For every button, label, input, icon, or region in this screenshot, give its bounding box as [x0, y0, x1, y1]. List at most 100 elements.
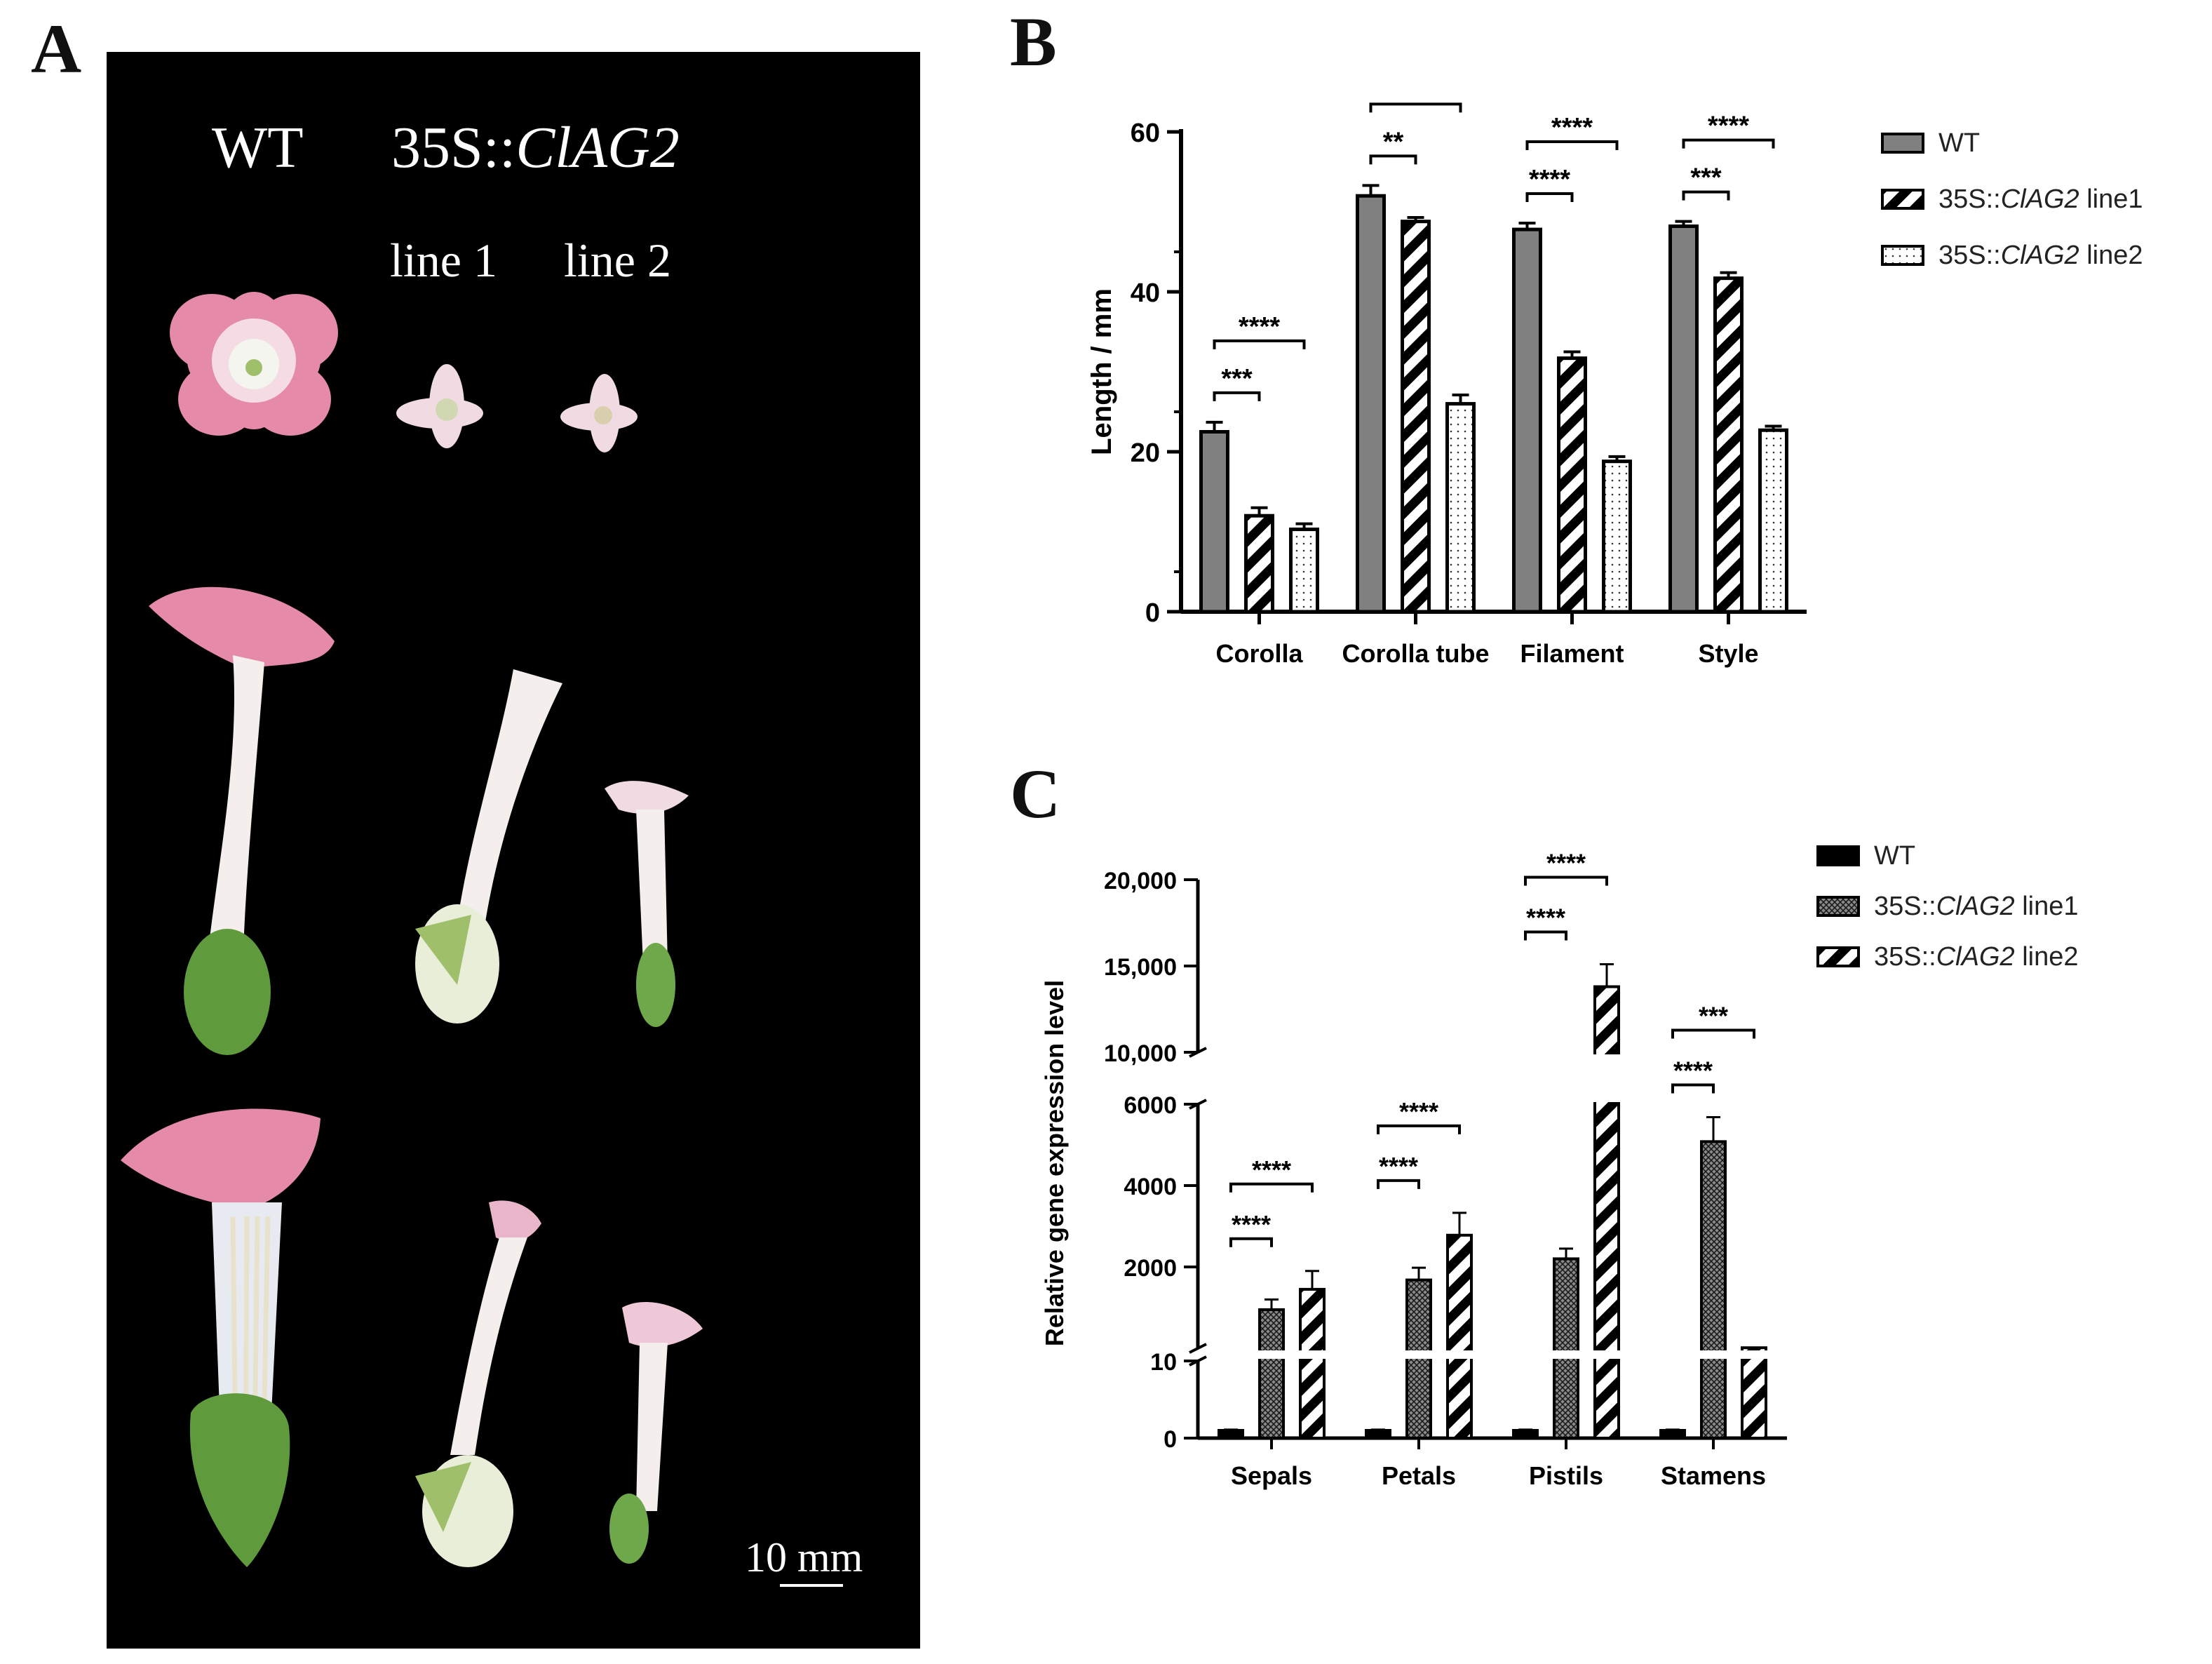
legend-swatch-35s-clag2-line1: [1816, 896, 1860, 917]
legend-label-35s-clag2-line1: 35S::ClAG2 line1: [1938, 184, 2143, 214]
significance-label: ****: [1232, 1210, 1271, 1239]
wt-flower-top-view: [170, 292, 338, 436]
significance-label: ****: [1399, 1097, 1438, 1126]
legend-swatch-35s-clag2-line1: [1881, 189, 1924, 210]
legend-label-wt: WT: [1938, 128, 1980, 158]
x-tick-label-corolla-tube: Corolla tube: [1342, 639, 1489, 668]
significance-bracket: [1377, 1179, 1420, 1189]
scale-bar-label: 10 mm: [745, 1534, 863, 1581]
bar-break-gap: [1551, 1350, 1581, 1359]
significance-bracket: [1213, 339, 1306, 349]
legend-swatch-wt: [1881, 133, 1924, 154]
significance-bracket: [1524, 875, 1608, 886]
y-tick-label: 0: [1145, 598, 1160, 628]
x-tick-label-pistils: Pistils: [1529, 1461, 1603, 1490]
x-tick-label-petals: Petals: [1382, 1461, 1456, 1490]
y-tick-label: 6000: [1124, 1092, 1177, 1119]
significance-bracket: [1377, 1124, 1461, 1134]
bar-wt-pistils: [1512, 1429, 1539, 1440]
legend-label-prefix: 35S::: [1874, 892, 1936, 921]
wt-flower-side-view: [149, 586, 335, 1055]
wt-flower-dissected-view: [121, 1108, 321, 1567]
y-axis-title: Length / mm: [1086, 288, 1117, 455]
y-tick-label: 0: [1164, 1426, 1177, 1453]
line2-flower-side-view: [605, 781, 689, 1027]
bar-35s-clag2-line2-filament: [1602, 459, 1632, 614]
panel-b-label: B: [1010, 3, 1057, 81]
bar-35s-clag2-line2-style: [1758, 428, 1788, 614]
significance-bracket: [1671, 1083, 1715, 1094]
significance-label: ****: [1546, 849, 1586, 878]
significance-bracket: [1525, 192, 1574, 202]
y-tick-label: 20,000: [1104, 868, 1177, 894]
y-tick-label: 15,000: [1104, 954, 1177, 981]
bar-35s-clag2-line1-corolla-tube: [1401, 220, 1431, 614]
bar-35s-clag2-line1-filament: [1557, 356, 1587, 614]
legend-label-prefix: 35S::: [1938, 184, 2001, 214]
significance-label: ***: [1221, 364, 1253, 394]
line1-flower-dissected-view: [415, 1200, 541, 1567]
line2-label: line 2: [564, 234, 671, 287]
y-tick-label: 60: [1131, 119, 1160, 148]
y-tick-label: 10: [1150, 1349, 1177, 1376]
significance-label: ****: [1395, 98, 1436, 105]
flower-photo-panel: WT 35S::ClAG2 line 1 line 2: [107, 52, 920, 1649]
legend-label-suffix: line1: [2015, 892, 2079, 921]
bar-wt-style: [1668, 224, 1699, 614]
bar-35s-clag2-line1-sepals: [1258, 1308, 1285, 1440]
bar-35s-clag2-line2-stamens: [1741, 1346, 1767, 1440]
organ-length-chart: 0 20 40 60 Length / mm Corolla Corolla tube Fil…: [1086, 98, 2143, 668]
significance-label: ****: [1379, 1152, 1418, 1181]
significance-label: ****: [1551, 113, 1593, 142]
y-tick-label: 20: [1131, 438, 1160, 468]
significance-bracket: [1671, 1028, 1755, 1039]
legend-label-35s-clag2-line2: 35S::ClAG2 line2: [1938, 241, 2143, 270]
legend-label-gene: ClAG2: [2001, 241, 2079, 270]
significance-label: **: [1383, 127, 1404, 156]
bar-wt-corolla: [1199, 430, 1229, 614]
significance-label: ****: [1252, 1155, 1291, 1184]
line2-flower-dissected-view: [609, 1301, 703, 1564]
bar-break-gap: [1404, 1350, 1434, 1359]
legend-label-suffix: line2: [2015, 942, 2079, 972]
bar-wt-stamens: [1659, 1429, 1686, 1440]
y-tick-label: 2000: [1124, 1255, 1177, 1282]
axis-break-mark: [1189, 1343, 1207, 1354]
y-tick-label: 10,000: [1104, 1040, 1177, 1067]
x-tick-label-style: Style: [1698, 639, 1758, 668]
bar-35s-clag2-line2-corolla-tube: [1445, 402, 1476, 614]
bar-35s-clag2-line1-stamens: [1700, 1140, 1727, 1440]
legend-label-gene: ClAG2: [1936, 942, 2015, 972]
line2-flower-top-view: [560, 374, 638, 452]
bar-35s-clag2-line2-sepals: [1299, 1287, 1326, 1440]
panel-a-label: A: [31, 10, 82, 88]
bar-35s-clag2-line2-corolla: [1289, 528, 1319, 614]
legend-label-prefix: 35S::: [1938, 241, 2001, 270]
panel-c-label: C: [1010, 755, 1061, 833]
significance-bracket: [1369, 154, 1417, 165]
y-axis-title: Relative gene expression level: [1040, 980, 1069, 1346]
significance-label: ****: [1529, 165, 1570, 194]
legend-label-35s-clag2-line2: 35S::ClAG2 line2: [1874, 942, 2079, 972]
bar-break-gap: [1592, 1350, 1621, 1359]
significance-bracket: [1229, 1237, 1273, 1247]
bar-wt-sepals: [1218, 1429, 1244, 1440]
significance-label: ***: [1690, 163, 1722, 193]
bar-35s-clag2-line1-corolla: [1244, 514, 1274, 614]
significance-label: ****: [1239, 312, 1280, 342]
bar-35s-clag2-line1-style: [1713, 276, 1744, 614]
significance-bracket: [1682, 138, 1775, 149]
legend-label-suffix: line2: [2079, 241, 2143, 270]
bar-35s-clag2-line1-pistils: [1553, 1257, 1579, 1440]
y-tick-label: 4000: [1124, 1174, 1177, 1200]
y-tick-label: 40: [1131, 279, 1160, 308]
x-tick-label-corolla: Corolla: [1215, 639, 1303, 668]
gene-expression-chart: 0 10 2000 4000 6000 10,000 15,000 20,000 Relativ…: [1040, 841, 2079, 1490]
significance-label: ****: [1708, 112, 1749, 141]
x-tick-label-stamens: Stamens: [1661, 1461, 1766, 1490]
line1-flower-side-view: [415, 669, 562, 1024]
bar-35s-clag2-line1-petals: [1405, 1278, 1432, 1440]
x-tick-label-filament: Filament: [1520, 639, 1624, 668]
legend-label-gene: ClAG2: [2001, 184, 2079, 214]
significance-bracket: [1524, 930, 1567, 941]
